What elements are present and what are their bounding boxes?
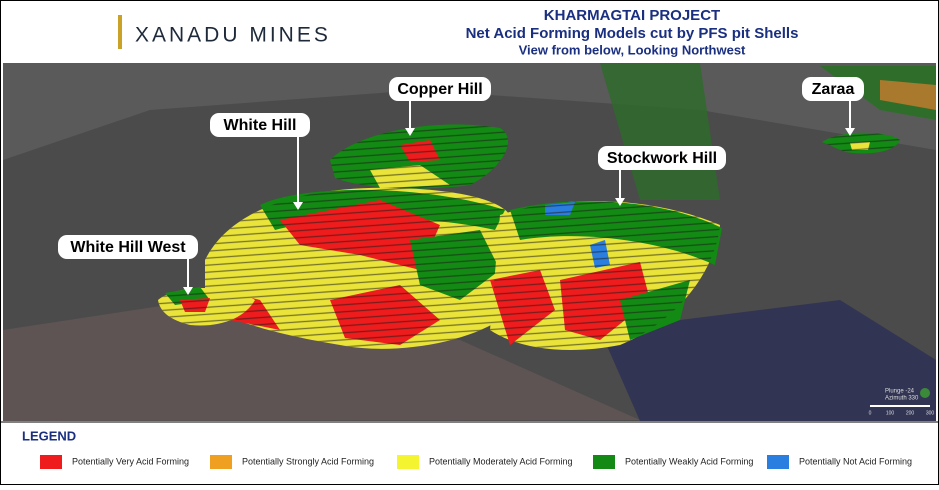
callout [802, 77, 864, 101]
callout-label: Stockwork Hill [607, 150, 717, 167]
legend-label: Potentially Strongly Acid Forming [242, 456, 374, 466]
callout [389, 77, 491, 101]
plunge: Plunge -24 [885, 389, 915, 395]
callout [210, 113, 310, 137]
legend-title: LEGEND [22, 428, 76, 443]
callouts: Copper Hill White Hill White Hill West S… [58, 77, 864, 295]
callout [58, 235, 198, 259]
callout [598, 146, 726, 170]
legend-label: Potentially Weakly Acid Forming [625, 456, 753, 466]
view-note: View from below, Looking Northwest [519, 42, 746, 57]
callout-label: White Hill [224, 117, 297, 134]
subtitle: Net Acid Forming Models cut by PFS pit S… [466, 25, 799, 42]
legend-swatch [593, 455, 615, 469]
legend-swatch [767, 455, 789, 469]
legend-label: Potentially Not Acid Forming [799, 456, 912, 466]
legend-swatch [210, 455, 232, 469]
azimuth: Azimuth 330 [885, 396, 919, 402]
logo: XANADU MINES [135, 24, 331, 47]
title: KHARMAGTAI PROJECT [544, 7, 720, 24]
legend: Potentially Very Acid Forming Potentially… [40, 455, 912, 469]
scale-label: 0 [869, 410, 872, 416]
orientation: Plunge -24 Azimuth 330 0 100 200 300 [869, 388, 935, 416]
scale-label: 300 [926, 410, 935, 416]
callout-label: Copper Hill [397, 81, 482, 98]
callout-label: Zaraa [812, 81, 855, 98]
scale-label: 200 [906, 410, 915, 416]
legend-swatch [397, 455, 419, 469]
legend-label: Potentially Very Acid Forming [72, 456, 189, 466]
scale-label: 100 [886, 410, 895, 416]
legend-swatch [40, 455, 62, 469]
callout-label: White Hill West [70, 239, 186, 256]
legend-label: Potentially Moderately Acid Forming [429, 456, 573, 466]
logo-bar [118, 15, 122, 49]
